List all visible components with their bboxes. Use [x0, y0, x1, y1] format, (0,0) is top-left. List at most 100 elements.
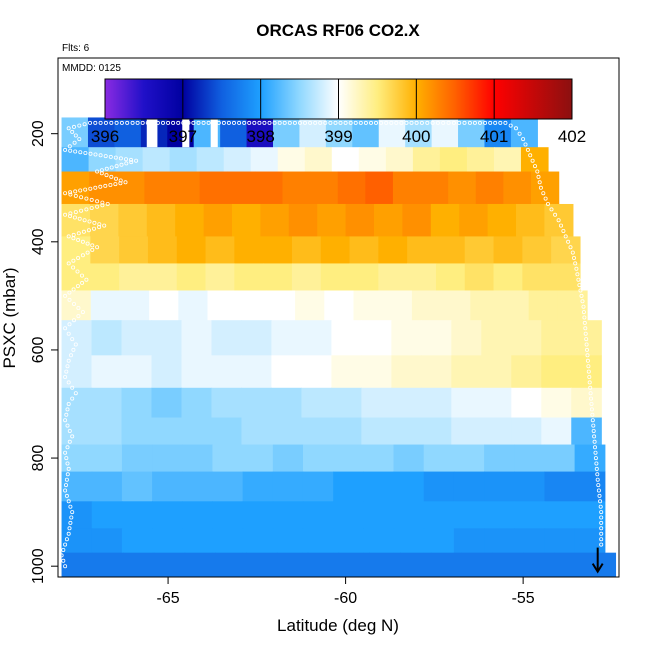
heatmap-cell [152, 528, 183, 554]
heatmap-cell [333, 528, 364, 554]
heatmap-cell [151, 417, 183, 445]
track-point [80, 310, 85, 315]
track-point [543, 196, 548, 201]
heatmap-cell [271, 320, 303, 356]
heatmap-cell [317, 203, 347, 237]
heatmap-cell [90, 290, 121, 321]
track-point [104, 166, 109, 171]
heatmap-cell [119, 236, 149, 264]
track-point [73, 193, 78, 198]
heatmap-cell [324, 290, 355, 321]
heatmap-cell [571, 387, 602, 418]
heatmap-cell [61, 147, 90, 172]
track-point [599, 531, 604, 536]
track-point [599, 526, 604, 531]
heatmap-cell [147, 263, 178, 291]
track-point [73, 210, 78, 215]
heatmap-cell [466, 147, 495, 172]
heatmap-cell [333, 444, 364, 472]
track-point [566, 239, 571, 244]
track-point [308, 120, 313, 125]
heatmap-cell [91, 528, 123, 554]
heatmap-cell [152, 444, 183, 472]
heatmap [61, 117, 617, 578]
track-point [582, 320, 587, 325]
track-point [231, 120, 236, 125]
heatmap-cell [91, 387, 123, 418]
track-point [579, 293, 584, 298]
track-point [201, 120, 206, 125]
heatmap-cell [439, 147, 468, 172]
heatmap-cell [265, 290, 296, 321]
heatmap-cell [92, 552, 124, 578]
track-point [583, 326, 588, 331]
heatmap-cell [391, 387, 422, 418]
track-point [119, 120, 124, 125]
heatmap-cell [574, 444, 606, 472]
track-point [63, 542, 68, 547]
track-point [353, 120, 358, 125]
track-point [582, 315, 587, 320]
track-point [595, 472, 600, 477]
track-point [63, 147, 68, 152]
track-point [64, 483, 69, 488]
chart-title: ORCAS RF06 CO2.X [256, 21, 420, 40]
track-point [599, 542, 604, 547]
track-point [252, 120, 257, 125]
track-point [517, 131, 522, 136]
track-point [90, 243, 95, 248]
track-point [589, 396, 594, 401]
heatmap-cell [211, 387, 243, 418]
heatmap-cell [484, 444, 515, 472]
track-point [584, 342, 589, 347]
heatmap-cell [144, 171, 173, 205]
track-point [373, 120, 378, 125]
heatmap-cell [61, 236, 91, 264]
track-point [599, 510, 604, 515]
track-point [206, 120, 211, 125]
heatmap-cell [544, 501, 576, 529]
track-point [77, 216, 82, 221]
track-point [103, 120, 108, 125]
track-point [368, 120, 373, 125]
track-point [66, 358, 71, 363]
heatmap-cell [234, 236, 264, 264]
track-point [525, 147, 530, 152]
track-point [596, 488, 601, 493]
heatmap-cell [61, 355, 93, 389]
track-point [89, 197, 94, 202]
y-tick-label: 1000 [30, 548, 47, 584]
heatmap-cell [353, 290, 384, 321]
track-point [82, 122, 87, 127]
track-point [282, 120, 287, 125]
track-point [493, 120, 498, 125]
heatmap-cell [227, 171, 256, 205]
heatmap-cell [487, 203, 517, 237]
heatmap-cell [514, 471, 546, 502]
heatmap-cell [121, 444, 153, 472]
heatmap-cell [544, 203, 574, 237]
heatmap-cell [178, 290, 209, 321]
heatmap-cell [481, 355, 512, 389]
heatmap-cell [121, 417, 153, 445]
heatmap-cell [493, 236, 523, 264]
track-point [73, 189, 78, 194]
heatmap-cell [246, 552, 278, 578]
track-point [585, 347, 590, 352]
track-point [549, 207, 554, 212]
heatmap-cell [361, 387, 392, 418]
track-point [343, 120, 348, 125]
track-point [536, 174, 541, 179]
y-axis: 200 400 600 800 1000 [30, 120, 58, 584]
heatmap-cell [172, 171, 201, 205]
heatmap-cell [361, 417, 392, 445]
track-point [73, 133, 78, 138]
track-point [541, 191, 546, 196]
track-point [257, 120, 262, 125]
track-point [64, 493, 69, 498]
heatmap-cell [146, 203, 176, 237]
heatmap-cell [464, 263, 495, 291]
heatmap-cell [215, 552, 247, 578]
heatmap-cell [514, 444, 546, 472]
flights-annotation: Flts: 6 [62, 43, 90, 54]
